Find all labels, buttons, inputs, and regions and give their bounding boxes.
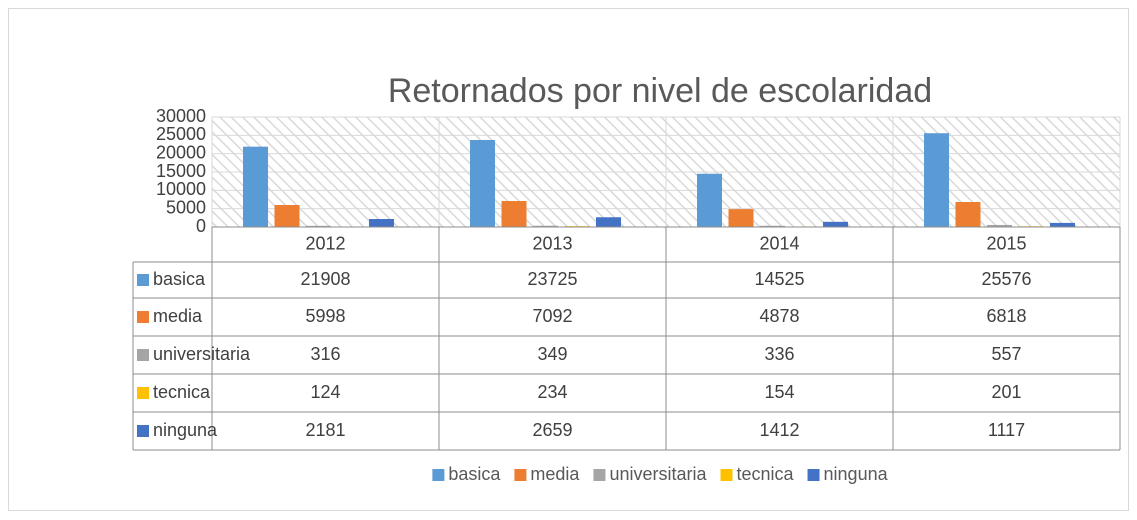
bar <box>274 205 300 227</box>
table-cell: 21908 <box>300 269 350 289</box>
table-cell: 124 <box>310 382 340 402</box>
table-cell: 234 <box>537 382 567 402</box>
table-cell: 154 <box>764 382 794 402</box>
table-cell: 1412 <box>759 420 799 440</box>
table-row-label: media <box>153 306 203 326</box>
table-cell: 2181 <box>305 420 345 440</box>
table-legend-key <box>137 311 149 323</box>
x-tick-label: 2015 <box>986 233 1026 253</box>
table-row-label: universitaria <box>153 344 251 364</box>
table-cell: 349 <box>537 344 567 364</box>
bar <box>728 209 754 227</box>
table-cell: 201 <box>991 382 1021 402</box>
chart-title: Retornados por nivel de escolaridad <box>388 72 932 110</box>
table-row-label: tecnica <box>153 382 211 402</box>
table-cell: 14525 <box>754 269 804 289</box>
bar <box>823 221 848 227</box>
legend-key <box>432 469 445 481</box>
table-cell: 5998 <box>305 306 345 326</box>
table-row-label: basica <box>153 269 206 289</box>
bar <box>596 217 621 227</box>
table-cell: 25576 <box>981 269 1031 289</box>
y-tick-label: 20000 <box>156 142 206 162</box>
table-legend-key <box>137 274 149 286</box>
bar <box>369 219 394 227</box>
table-legend-key <box>137 425 149 437</box>
table-cell: 336 <box>764 344 794 364</box>
x-tick-label: 2012 <box>305 233 345 253</box>
y-tick-label: 25000 <box>156 124 206 144</box>
bar <box>1050 222 1075 227</box>
table-cell: 2659 <box>532 420 572 440</box>
y-tick-label: 10000 <box>156 179 206 199</box>
bar <box>306 225 331 227</box>
table-legend-key <box>137 349 149 361</box>
table-cell: 6818 <box>986 306 1026 326</box>
table-row-label: ninguna <box>153 420 218 440</box>
legend-label: tecnica <box>736 464 794 484</box>
y-tick-label: 0 <box>196 216 206 236</box>
table-cell: 316 <box>310 344 340 364</box>
y-tick-label: 30000 <box>156 106 206 126</box>
legend-label: basica <box>448 464 501 484</box>
legend-key <box>807 469 820 481</box>
y-tick-label: 15000 <box>156 161 206 181</box>
x-tick-label: 2013 <box>532 233 572 253</box>
x-tick-label: 2014 <box>759 233 799 253</box>
table-cell: 23725 <box>527 269 577 289</box>
bar <box>533 225 558 227</box>
bar <box>501 200 527 227</box>
table-cell: 4878 <box>759 306 799 326</box>
legend-key <box>720 469 733 481</box>
bar <box>987 224 1012 227</box>
legend-key <box>593 469 606 481</box>
legend-key <box>514 469 527 481</box>
bar <box>760 225 785 227</box>
legend-label: ninguna <box>824 464 889 484</box>
bar <box>924 133 949 227</box>
bar <box>243 146 268 227</box>
legend-label: media <box>530 464 580 484</box>
table-legend-key <box>137 387 149 399</box>
bar <box>470 140 495 227</box>
bar <box>697 173 722 227</box>
table-cell: 1117 <box>988 420 1025 440</box>
table-cell: 557 <box>991 344 1021 364</box>
y-tick-label: 5000 <box>166 197 206 217</box>
bar <box>955 202 981 227</box>
table-cell: 7092 <box>532 306 572 326</box>
legend-label: universitaria <box>609 464 707 484</box>
chart-border <box>8 8 1129 511</box>
